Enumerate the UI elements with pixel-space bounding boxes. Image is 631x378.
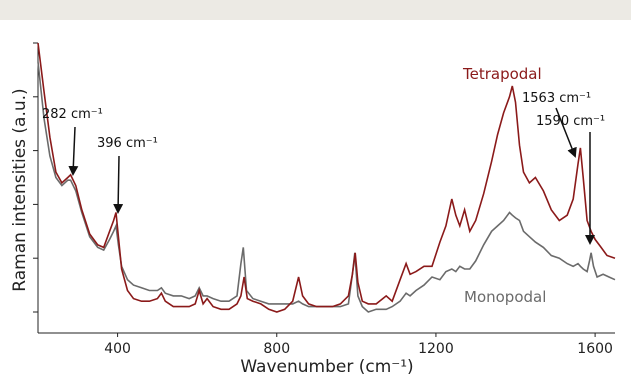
x-ticks: 400 800 1200 1600	[104, 333, 613, 357]
annotation-396-label: 396 cm⁻¹	[97, 136, 158, 151]
annotation-1590-label: 1590 cm⁻¹	[536, 114, 605, 129]
annotation-1563: 1563 cm⁻¹	[522, 91, 591, 158]
series-label-monopodal: Monopodal	[464, 288, 546, 306]
annotation-1563-label: 1563 cm⁻¹	[522, 91, 591, 106]
annotation-396: 396 cm⁻¹	[97, 136, 158, 214]
x-tick-label-1200: 1200	[418, 341, 454, 357]
y-axis-label: Raman intensities (a.u.)	[10, 88, 30, 291]
x-tick-label-400: 400	[104, 341, 131, 357]
annotation-282-text: 282 cm⁻¹	[42, 107, 103, 122]
series-label-tetrapodal: Tetrapodal	[462, 65, 542, 83]
x-axis-label: Wavenumber (cm⁻¹)	[240, 357, 413, 377]
annotation-396-arrow	[113, 155, 124, 214]
x-tick-label-1600: 1600	[577, 341, 613, 357]
series-line-monopodal	[37, 61, 616, 313]
plot-frame	[37, 43, 615, 334]
annotation-282-label: 282 cm⁻¹	[42, 107, 103, 122]
annotation-282: 282 cm⁻¹	[42, 107, 103, 176]
annotation-1563-arrow	[555, 107, 577, 158]
annotation-1590-text: 1590 cm⁻¹	[536, 114, 605, 129]
annotation-1590: 1590 cm⁻¹	[536, 114, 605, 245]
annotation-1563-text: 1563 cm⁻¹	[522, 91, 591, 106]
annotation-396-text: 396 cm⁻¹	[97, 136, 158, 151]
annotation-282-arrow	[68, 126, 79, 176]
series-line-tetrapodal	[37, 42, 616, 313]
x-tick-label-800: 800	[263, 341, 290, 357]
top-band	[0, 0, 631, 20]
y-ticks	[33, 42, 38, 313]
